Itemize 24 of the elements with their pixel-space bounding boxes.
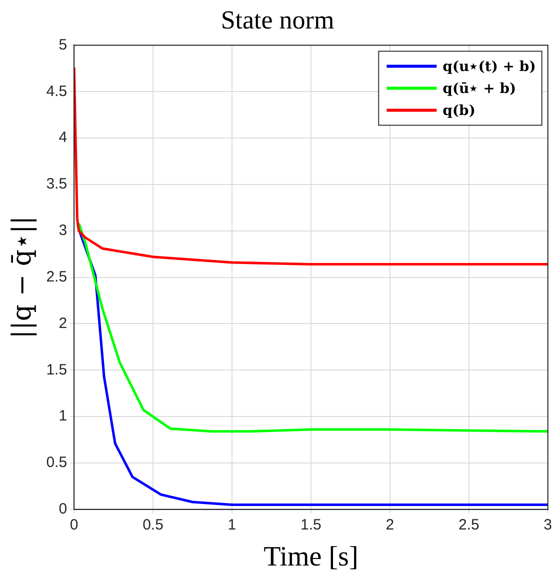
x-tick-label: 0.5: [142, 516, 164, 534]
x-axis-title: Time [s]: [264, 542, 358, 573]
chart-title: State norm: [220, 5, 334, 34]
y-tick-label: 4: [58, 129, 68, 146]
y-tick-label: 1: [58, 408, 68, 425]
legend-label: q(u⋆(t) + b): [442, 58, 536, 75]
y-axis-title: ||q − q̄⋆||: [7, 216, 38, 339]
y-tick-label: 5: [58, 36, 68, 54]
y-tick-label: 1.5: [46, 361, 68, 378]
y-tick-label: 0.5: [46, 454, 68, 472]
legend-label: q(b): [442, 102, 476, 119]
x-tick-label: 2: [386, 516, 394, 534]
y-tick-label: 4.5: [46, 82, 68, 100]
y-tick-label: 3.5: [46, 176, 68, 193]
x-tick-label: 1: [228, 516, 236, 534]
y-tick-label: 0: [58, 500, 68, 518]
x-tick-label: 1.5: [300, 516, 322, 534]
x-tick-label: 0: [70, 516, 78, 534]
y-tick-label: 2: [58, 314, 68, 332]
y-tick-label: 2.5: [46, 268, 68, 286]
x-tick-label: 2.5: [458, 516, 480, 534]
legend-label: q(ū⋆ + b): [442, 80, 516, 97]
x-tick-label: 3: [544, 516, 552, 534]
y-tick-label: 3: [58, 222, 68, 240]
